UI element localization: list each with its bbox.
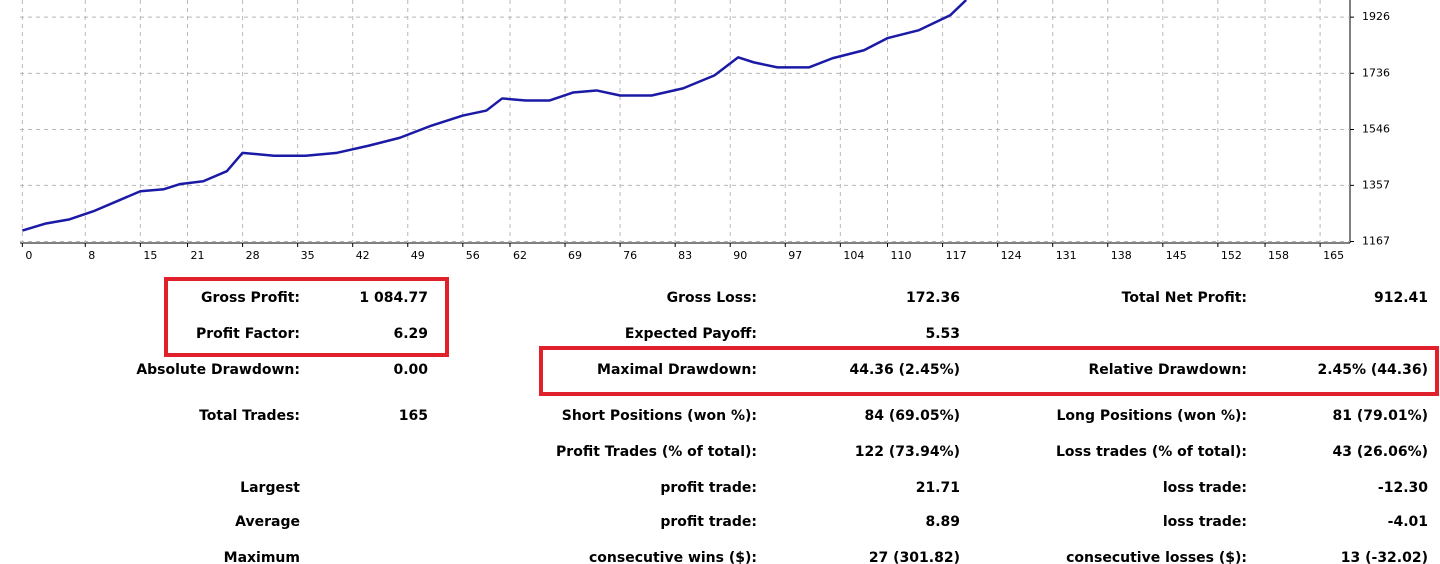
stat-value: 912.41 — [1374, 290, 1428, 306]
stat-value: -12.30 — [1378, 480, 1428, 496]
stat-label: Largest — [240, 480, 300, 496]
stat-value: 13 (-32.02) — [1341, 550, 1428, 564]
stat-label: Long Positions (won %): — [1056, 408, 1247, 424]
stat-label: loss trade: — [1163, 514, 1247, 530]
stat-value: 44.36 (2.45%) — [849, 362, 960, 378]
stat-value: 2.45% (44.36) — [1317, 362, 1428, 378]
stat-value: 84 (69.05%) — [865, 408, 960, 424]
stat-label: Average — [235, 514, 300, 530]
stat-label: Gross Profit: — [201, 290, 300, 306]
stat-value: 1 084.77 — [359, 290, 428, 306]
stat-label: Maximum — [224, 550, 300, 564]
x-tick-label: 158 — [1268, 249, 1289, 262]
stat-label: Short Positions (won %): — [562, 408, 757, 424]
equity-line — [21, 0, 968, 232]
x-tick-label: 0 — [25, 249, 32, 262]
y-tick-label: 1357 — [1362, 178, 1390, 191]
x-tick-label: 8 — [88, 249, 95, 262]
x-tick-label: 110 — [891, 249, 912, 262]
x-tick-label: 165 — [1323, 249, 1344, 262]
stat-value: 122 (73.94%) — [855, 444, 960, 460]
stat-label: Loss trades (% of total): — [1056, 444, 1247, 460]
highlight-box — [539, 346, 1439, 396]
x-tick-label: 15 — [143, 249, 157, 262]
x-tick-label: 104 — [843, 249, 864, 262]
x-tick-label: 28 — [246, 249, 260, 262]
highlight-box — [164, 277, 449, 357]
x-tick-label: 131 — [1056, 249, 1077, 262]
x-tick-label: 69 — [568, 249, 582, 262]
stat-label: profit trade: — [660, 514, 757, 530]
stat-value: 27 (301.82) — [869, 550, 960, 564]
x-tick-label: 21 — [191, 249, 205, 262]
x-tick-label: 97 — [788, 249, 802, 262]
x-tick-label: 117 — [946, 249, 967, 262]
stat-value: 172.36 — [906, 290, 960, 306]
stat-value: 165 — [399, 408, 428, 424]
stat-label: consecutive losses ($): — [1066, 550, 1247, 564]
stat-value: -4.01 — [1388, 514, 1428, 530]
x-tick-label: 138 — [1111, 249, 1132, 262]
x-tick-label: 62 — [513, 249, 527, 262]
stat-label: profit trade: — [660, 480, 757, 496]
stat-value: 0.00 — [393, 362, 428, 378]
stat-label: Total Trades: — [199, 408, 300, 424]
stat-label: Absolute Drawdown: — [136, 362, 300, 378]
stat-label: loss trade: — [1163, 480, 1247, 496]
y-tick-label: 1926 — [1362, 10, 1390, 23]
x-tick-label: 76 — [623, 249, 637, 262]
x-tick-label: 90 — [733, 249, 747, 262]
stat-label: Profit Factor: — [196, 326, 300, 342]
x-tick-label: 49 — [411, 249, 425, 262]
stat-label: Relative Drawdown: — [1088, 362, 1247, 378]
stat-value: 8.89 — [925, 514, 960, 530]
stat-value: 21.71 — [916, 480, 960, 496]
stat-value: 43 (26.06%) — [1333, 444, 1428, 460]
y-tick-label: 1736 — [1362, 66, 1390, 79]
stat-value: 6.29 — [393, 326, 428, 342]
x-tick-label: 83 — [678, 249, 692, 262]
stat-label: Expected Payoff: — [625, 326, 757, 342]
stat-label: Gross Loss: — [667, 290, 757, 306]
x-tick-label: 145 — [1166, 249, 1187, 262]
stat-value: 5.53 — [925, 326, 960, 342]
x-tick-label: 152 — [1221, 249, 1242, 262]
stat-label: Profit Trades (% of total): — [556, 444, 757, 460]
stat-label: Maximal Drawdown: — [597, 362, 757, 378]
x-tick-label: 124 — [1001, 249, 1022, 262]
y-tick-label: 1546 — [1362, 122, 1390, 135]
stat-value: 81 (79.01%) — [1333, 408, 1428, 424]
x-tick-label: 56 — [466, 249, 480, 262]
y-tick-label: 1167 — [1362, 235, 1390, 248]
stat-label: consecutive wins ($): — [589, 550, 757, 564]
stat-label: Total Net Profit: — [1122, 290, 1247, 306]
x-tick-label: 42 — [356, 249, 370, 262]
x-tick-label: 35 — [301, 249, 315, 262]
